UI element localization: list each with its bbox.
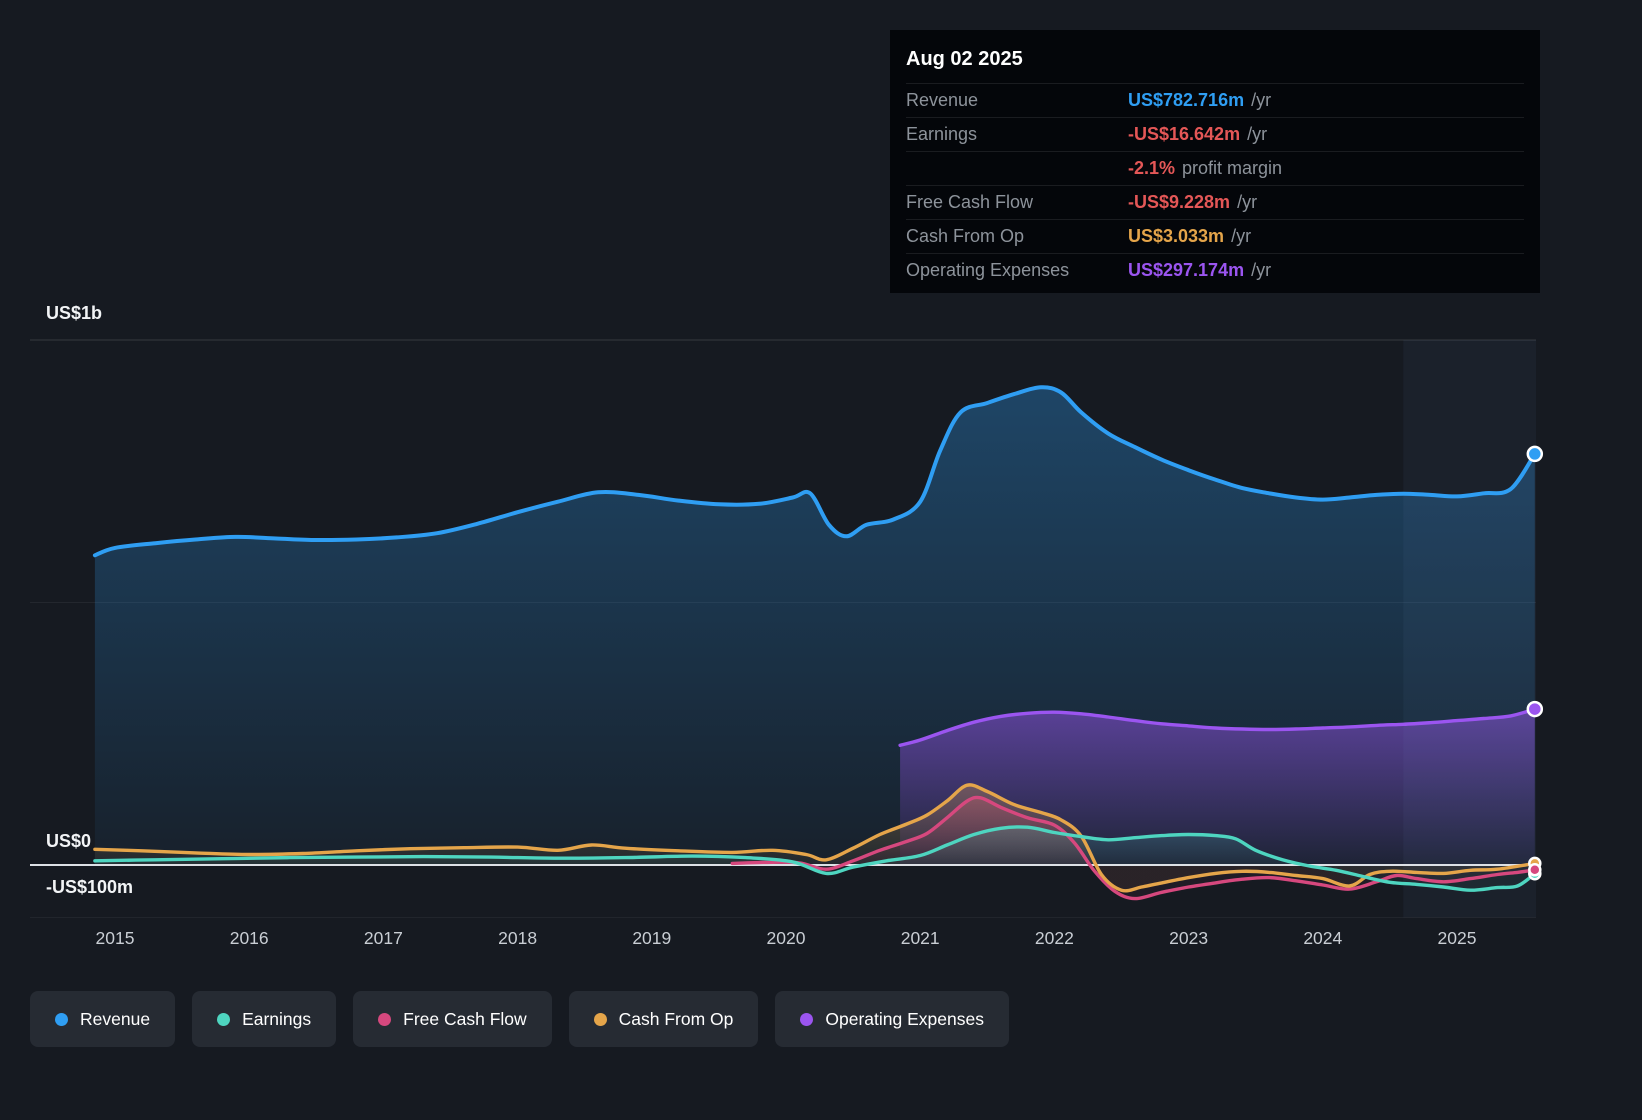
svg-text:2022: 2022 xyxy=(1035,928,1074,948)
y-axis-label-1b: US$1b xyxy=(46,303,103,323)
legend-item-free-cash-flow[interactable]: Free Cash Flow xyxy=(353,991,552,1047)
tooltip-row-operating-expenses: Operating Expenses US$297.174m /yr xyxy=(906,253,1524,287)
tooltip-suffix: /yr xyxy=(1251,90,1272,110)
tooltip-row-free-cash-flow: Free Cash Flow -US$9.228m /yr xyxy=(906,185,1524,219)
tooltip-value: -US$9.228m xyxy=(1128,192,1231,212)
legend-item-revenue[interactable]: Revenue xyxy=(30,991,176,1047)
tooltip-row-profit-margin: -2.1% profit margin xyxy=(906,151,1524,185)
chart-tooltip: Aug 02 2025 Revenue US$782.716m /yr Earn… xyxy=(890,30,1540,293)
earnings-dot-icon xyxy=(217,1012,231,1026)
svg-text:2015: 2015 xyxy=(96,928,135,948)
legend-label-free-cash-flow: Free Cash Flow xyxy=(403,1008,527,1029)
legend-label-cash-from-op: Cash From Op xyxy=(618,1008,734,1029)
svg-text:2024: 2024 xyxy=(1303,928,1342,948)
legend-item-cash-from-op[interactable]: Cash From Op xyxy=(568,991,759,1047)
tooltip-label: Free Cash Flow xyxy=(906,192,1034,212)
chart-legend: Revenue Earnings Free Cash Flow Cash Fro… xyxy=(30,991,1009,1047)
tooltip-suffix: /yr xyxy=(1231,226,1252,246)
free-cash-flow-dot-icon xyxy=(378,1012,392,1026)
tooltip-label: Revenue xyxy=(906,90,979,110)
svg-text:2025: 2025 xyxy=(1438,928,1477,948)
svg-text:2021: 2021 xyxy=(901,928,940,948)
y-axis-label-zero: US$0 xyxy=(46,831,92,851)
legend-label-earnings: Earnings xyxy=(242,1008,312,1029)
tooltip-suffix: /yr xyxy=(1237,192,1258,212)
svg-text:2017: 2017 xyxy=(364,928,403,948)
tooltip-label: Operating Expenses xyxy=(906,260,1070,280)
tooltip-value: -US$16.642m xyxy=(1128,124,1241,144)
tooltip-date: Aug 02 2025 xyxy=(906,48,1023,70)
tooltip-value: US$297.174m xyxy=(1128,260,1245,280)
tooltip-value: US$782.716m xyxy=(1128,90,1245,110)
legend-label-operating-expenses: Operating Expenses xyxy=(825,1008,984,1029)
tooltip-suffix: profit margin xyxy=(1182,158,1283,178)
tooltip-row-revenue: Revenue US$782.716m /yr xyxy=(906,83,1524,117)
tooltip-label: Cash From Op xyxy=(906,226,1025,246)
svg-text:2018: 2018 xyxy=(498,928,537,948)
tooltip-row-cash-from-op: Cash From Op US$3.033m /yr xyxy=(906,219,1524,253)
tooltip-value: US$3.033m xyxy=(1128,226,1225,246)
tooltip-label: Earnings xyxy=(906,124,978,144)
operating-expenses-dot-icon xyxy=(800,1012,814,1026)
revenue-dot-icon xyxy=(55,1012,68,1026)
svg-text:2020: 2020 xyxy=(767,928,806,948)
tooltip-suffix: /yr xyxy=(1247,124,1268,144)
legend-item-earnings[interactable]: Earnings xyxy=(192,991,337,1047)
tooltip-value: -2.1% xyxy=(1128,158,1176,178)
svg-text:2016: 2016 xyxy=(230,928,269,948)
cash-from-op-dot-icon xyxy=(593,1012,607,1026)
svg-text:2023: 2023 xyxy=(1169,928,1208,948)
legend-label-revenue: Revenue xyxy=(80,1008,151,1029)
y-axis-label-neg100m: -US$100m xyxy=(46,877,134,897)
tooltip-suffix: /yr xyxy=(1251,260,1272,280)
tooltip-row-earnings: Earnings -US$16.642m /yr xyxy=(906,117,1524,151)
legend-item-operating-expenses[interactable]: Operating Expenses xyxy=(775,991,1009,1047)
svg-text:2019: 2019 xyxy=(632,928,671,948)
